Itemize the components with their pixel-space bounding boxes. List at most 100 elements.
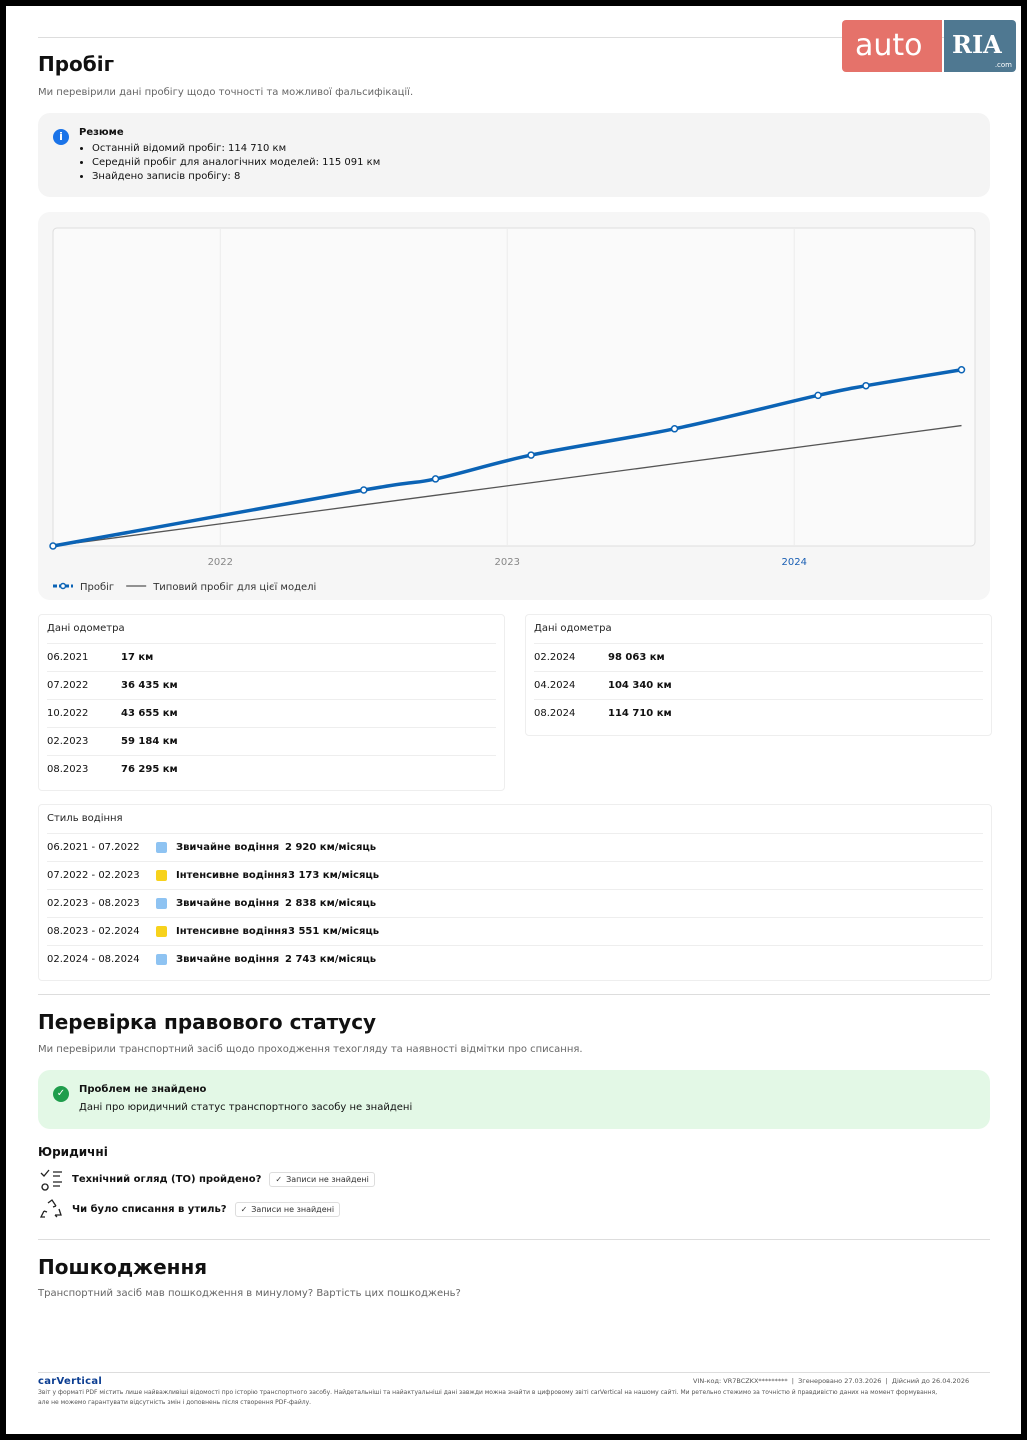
summary-item: Останній відомий пробіг: 114 710 км: [92, 142, 380, 156]
point: [957, 366, 966, 374]
inspection-icon: [40, 1169, 62, 1191]
valid-label: Дійсний до: [891, 1377, 930, 1385]
mileage: 114 710 км: [608, 708, 672, 719]
period: 06.2021 - 07.2022: [47, 842, 140, 853]
summary-item: Середній пробіг для аналогічних моделей:…: [92, 156, 380, 170]
legal-badge: ✓ Записи не знайдені: [269, 1172, 375, 1187]
check-mark: ✓: [240, 1205, 248, 1214]
check-icon: ✓: [53, 1086, 69, 1102]
point: [527, 451, 535, 459]
legal-question: Чи було списання в утиль?: [72, 1204, 227, 1215]
section-title: Перевірка правового статусу: [38, 1010, 377, 1034]
style: Інтенсивне водіння: [176, 870, 288, 881]
point: [862, 381, 870, 390]
subsection-title: Юридичні: [38, 1145, 108, 1159]
divider: [38, 37, 990, 38]
rate: 2 920 км/місяць: [285, 842, 377, 853]
generated-label: Згенеровано: [798, 1377, 843, 1385]
status-box: ✓ Проблем не знайдено Дані про юридичний…: [38, 1070, 990, 1129]
legend-swatch: [59, 582, 67, 590]
table-row: 02.2023 59 184 км: [47, 727, 496, 756]
style: Звичайне водіння: [176, 842, 280, 853]
table-row: 02.2024 - 08.2024 Звичайне водіння 2 743 к…: [47, 945, 983, 974]
x-tick-label: 2023: [495, 557, 520, 568]
vin: VR7BCZKX*********: [723, 1377, 788, 1385]
rate: 3 551 км/місяць: [288, 926, 380, 937]
mileage: 36 435 км: [121, 680, 178, 691]
rate: 2 743 км/місяць: [285, 954, 377, 965]
style: Звичайне водіння: [176, 954, 280, 965]
rate: 3 173 км/місяць: [288, 870, 380, 881]
table-row: 08.2023 - 02.2024 Інтенсивне водіння 3 551…: [47, 917, 983, 946]
section-title: Пробіг: [38, 52, 115, 76]
date: 02.2023: [47, 736, 89, 747]
date: 04.2024: [534, 680, 576, 691]
logo-auto: auto: [842, 20, 942, 72]
style: Інтенсивне водіння: [176, 926, 288, 937]
style-swatch: [156, 842, 167, 853]
generated: 27.03.2026: [844, 1377, 882, 1385]
table-row: 02.2023 - 08.2023 Звичайне водіння 2 838 к…: [47, 889, 983, 918]
divider: [38, 994, 990, 995]
mileage: 98 063 км: [608, 652, 665, 663]
style: Звичайне водіння: [176, 898, 280, 909]
brand: carVertical: [38, 1376, 103, 1387]
check-mark: ✓: [275, 1175, 283, 1184]
logo-text: .com: [994, 61, 1012, 69]
style-swatch: [156, 870, 167, 881]
chart: 2022 2023 2024 Пробіг Типовий пробіг для ціє…: [38, 212, 990, 600]
disclaimer: але не можемо гарантувати відсутність зм…: [38, 1399, 312, 1406]
point: [49, 542, 57, 550]
logo-ria: RIA .com: [944, 20, 1016, 72]
badge-text: Записи не знайдені: [286, 1175, 369, 1184]
point: [670, 425, 679, 433]
divider: [38, 1239, 990, 1240]
mileage: 17 км: [121, 652, 154, 663]
vin-label: VIN-код:: [693, 1377, 722, 1385]
valid: 26.04.2026: [931, 1377, 970, 1385]
period: 08.2023 - 02.2024: [47, 926, 140, 937]
section-subtitle: Ми перевірили транспортний засіб щодо пр…: [38, 1044, 583, 1055]
report-page: auto RIA .com Пробіг Ми перевірили дані …: [6, 6, 1021, 1434]
style-swatch: [156, 954, 167, 965]
table-row: 06.2021 17 км: [47, 643, 496, 672]
table-row: 02.2024 98 063 км: [534, 643, 983, 672]
date: 02.2024: [534, 652, 576, 663]
mileage: 43 655 км: [121, 708, 178, 719]
date: 08.2023: [47, 764, 89, 775]
rate: 2 838 км/місяць: [285, 898, 377, 909]
table-row: 07.2022 - 02.2023 Інтенсивне водіння 3 173…: [47, 861, 983, 890]
summary-item: Знайдено записів пробігу: 8: [92, 170, 380, 184]
logo-text: RIA: [952, 30, 1002, 59]
period: 07.2022 - 02.2023: [47, 870, 140, 881]
table-row: 04.2024 104 340 км: [534, 671, 983, 700]
badge-text: Записи не знайдені: [251, 1205, 335, 1214]
x-tick-label: 2024: [781, 557, 806, 568]
date: 10.2022: [47, 708, 89, 719]
legend-label: Типовий пробіг для цієї моделі: [152, 581, 316, 593]
point: [814, 391, 822, 400]
plot-area: [52, 227, 976, 547]
mileage: 104 340 км: [608, 680, 672, 691]
period: 02.2024 - 08.2024: [47, 954, 140, 965]
style-swatch: [156, 898, 167, 909]
summary-title: Резюме: [79, 127, 124, 138]
point: [431, 475, 440, 483]
odometer-table: Дані одометра 02.2024 98 063 км 04.2024 104 …: [525, 614, 992, 736]
table-row: 08.2024 114 710 км: [534, 699, 983, 728]
section-subtitle: Ми перевірили дані пробігу щодо точності…: [38, 87, 414, 98]
disclaimer: Звіт у форматі PDF містить лише найважли…: [38, 1389, 938, 1396]
table-title: Стиль водіння: [47, 813, 123, 824]
summary-list: Останній відомий пробіг: 114 710 кмСеред…: [78, 142, 380, 184]
footer-meta: VIN-код: VR7BCZKX********* | Згенеровано…: [693, 1377, 970, 1385]
table-title: Дані одометра: [534, 623, 612, 634]
legal-badge: ✓ Записи не знайдені: [234, 1202, 341, 1217]
table-row: 08.2023 76 295 км: [47, 755, 496, 784]
mileage: 59 184 км: [121, 736, 178, 747]
odometer-table: Дані одометра 06.2021 17 км 07.2022 36 435 к…: [38, 614, 505, 791]
typical-line: [52, 424, 962, 547]
recycle-icon: [39, 1199, 62, 1218]
table-row: 07.2022 36 435 км: [47, 671, 496, 700]
period: 02.2023 - 08.2023: [47, 898, 140, 909]
section-title: Пошкодження: [38, 1255, 208, 1279]
